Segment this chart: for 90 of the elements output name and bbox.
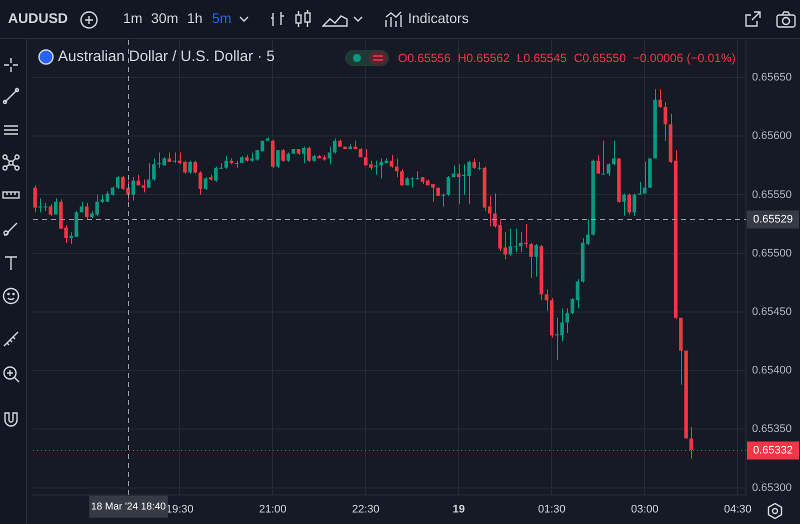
- candlestick: [627, 193, 632, 216]
- candlestick: [121, 175, 125, 191]
- candlestick: [467, 160, 471, 205]
- candlestick: [204, 176, 208, 191]
- text: Indicators: [408, 10, 469, 26]
- y-tick-label: 0.65300: [752, 482, 792, 494]
- x-tick-label: 04:30: [724, 503, 752, 516]
- annotation: L0.65545: [516, 51, 567, 65]
- candlestick: [576, 278, 580, 309]
- candlestick: [560, 308, 564, 342]
- x-tick-label: 19:30: [166, 503, 194, 516]
- candlestick: [518, 232, 523, 253]
- y-tick-label: 0.65500: [752, 247, 792, 260]
- candlestick: [612, 140, 616, 166]
- candlestick: [281, 148, 285, 162]
- x-tick-label: 19: [452, 503, 465, 516]
- text: AUDUSD: [8, 10, 68, 26]
- candlestick: [302, 146, 306, 164]
- candlestick: [95, 194, 99, 216]
- candlestick: [286, 152, 290, 162]
- y-tick-label: 0.65600: [752, 130, 792, 142]
- candlestick: [214, 166, 218, 182]
- x-tick-label: 01:30: [538, 503, 566, 516]
- ref-line-label: 18 Mar '24 18:40: [91, 502, 166, 513]
- candlestick: [514, 228, 518, 253]
- candlestick: [188, 160, 192, 174]
- candlestick: [544, 289, 548, 312]
- candlestick: [446, 175, 450, 196]
- annotation: −0.00006 (−0.01%): [632, 51, 736, 65]
- candlestick: [307, 146, 311, 162]
- text: 30m: [151, 10, 178, 26]
- candlestick: [146, 162, 151, 188]
- candlestick: [116, 175, 120, 190]
- ref-line-label: 0.65332: [753, 444, 793, 457]
- candlestick: [48, 204, 52, 216]
- candlestick: [84, 202, 89, 220]
- annotation: O0.65556: [398, 51, 451, 65]
- candlestick: [602, 140, 606, 175]
- y-tick-label: 0.65350: [752, 423, 792, 436]
- ref-line-label: 0.65529: [753, 214, 793, 226]
- candlestick: [172, 152, 176, 164]
- candlestick: [472, 158, 476, 170]
- candlestick: [80, 201, 84, 213]
- text: 1h: [187, 10, 203, 26]
- candlestick: [64, 224, 68, 244]
- candlestick: [534, 243, 538, 278]
- candlestick: [606, 162, 610, 176]
- candlestick: [642, 161, 647, 194]
- candlestick: [456, 164, 461, 205]
- candlestick: [234, 160, 238, 168]
- text: 1m: [123, 10, 142, 26]
- candlestick: [658, 88, 662, 108]
- candlestick: [33, 184, 37, 213]
- candlestick: [394, 158, 399, 178]
- candlestick: [570, 297, 574, 315]
- candlestick: [168, 152, 172, 162]
- candlestick: [400, 168, 404, 186]
- y-tick-label: 0.65400: [752, 364, 792, 377]
- candlestick: [508, 228, 512, 256]
- candlestick: [54, 198, 58, 216]
- candlestick: [276, 150, 280, 168]
- y-tick-label: 0.65450: [752, 306, 792, 318]
- candlestick: [131, 176, 136, 202]
- candlestick: [328, 146, 332, 165]
- x-tick-label: 21:00: [258, 503, 286, 516]
- candlestick: [441, 193, 446, 207]
- candlestick: [136, 174, 140, 186]
- candlestick: [332, 138, 337, 154]
- candlestick: [622, 193, 626, 216]
- candlestick: [632, 193, 636, 216]
- text: Australian Dollar / U.S. Dollar · 5: [58, 48, 275, 65]
- x-tick-label: 03:00: [630, 503, 658, 516]
- x-tick-label: 22:30: [352, 503, 380, 516]
- annotation: C0.65550: [574, 51, 626, 65]
- candlestick: [529, 242, 533, 278]
- candlestick: [198, 170, 202, 196]
- candlestick: [390, 154, 394, 168]
- candlestick: [152, 158, 156, 182]
- candlestick: [555, 317, 559, 360]
- candlestick: [596, 154, 600, 174]
- candlestick: [224, 156, 228, 170]
- y-tick-label: 0.65550: [752, 188, 792, 201]
- text: 5m: [212, 10, 232, 26]
- candlestick: [565, 308, 570, 334]
- candlestick: [193, 160, 198, 174]
- candlestick: [664, 102, 668, 142]
- candlestick: [110, 186, 114, 196]
- annotation: H0.65562: [458, 51, 510, 65]
- candlestick: [493, 193, 497, 228]
- y-tick-label: 0.65650: [752, 72, 792, 84]
